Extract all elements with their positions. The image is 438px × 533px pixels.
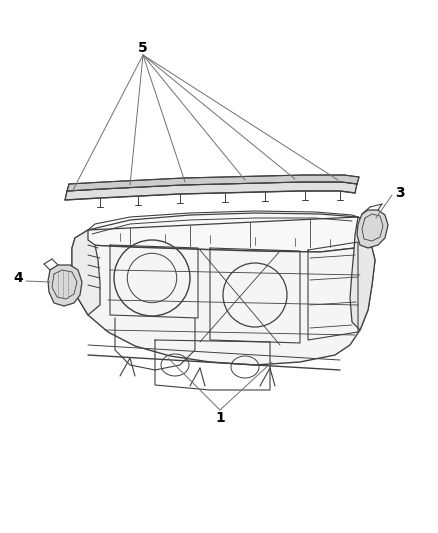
Polygon shape: [72, 238, 375, 365]
Text: 3: 3: [395, 186, 405, 200]
Polygon shape: [72, 230, 100, 315]
Text: 5: 5: [138, 41, 148, 55]
Polygon shape: [75, 213, 370, 252]
Polygon shape: [48, 265, 82, 306]
Polygon shape: [350, 217, 375, 330]
Text: 1: 1: [215, 411, 225, 425]
Polygon shape: [67, 175, 359, 191]
Polygon shape: [357, 210, 388, 248]
Polygon shape: [65, 182, 357, 200]
Text: 4: 4: [13, 271, 23, 285]
